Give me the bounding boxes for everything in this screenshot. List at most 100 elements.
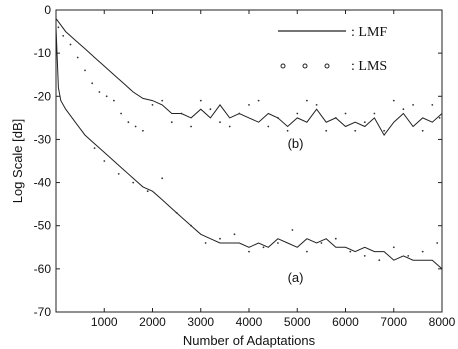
legend-lms-sample [280,63,330,69]
point-lms-a-20 [378,259,381,262]
point-lms-b-20 [219,121,221,124]
point-lms-a-22 [407,255,410,257]
point-lms-b-23 [248,104,250,106]
tick-labels: 1000 2000 3000 4000 5000 6000 7000 8000 0 -10 -20 -… [34,3,456,329]
y-axis-label: Log Scale [dB] [10,119,25,204]
annotation-a: (a) [288,270,304,285]
point-lms-a-23 [421,250,424,253]
point-lms-a-9 [219,237,221,240]
ticks [56,9,443,313]
point-lms-b-0 [57,26,60,29]
point-lms-b-14 [161,99,164,102]
series-lmf-b [55,18,443,137]
point-lms-a-8 [204,242,207,244]
point-lms-b-1 [62,35,65,37]
x-axis-label: Number of Adaptations [183,333,316,348]
point-lms-a-12 [262,246,265,249]
point-lms-b-24 [257,99,260,102]
point-lms-b-21 [228,125,231,128]
point-lms-b-11 [134,125,137,128]
legend-lms-label: : LMS [351,59,387,74]
point-lms-b-38 [392,99,395,102]
series-layer [55,18,443,270]
x-tick-label-7: 8000 [429,315,456,329]
point-lms-b-29 [306,99,308,102]
series-lms-b [57,26,441,132]
series-line-lmf-a [55,27,443,270]
point-lms-b-25 [267,125,270,128]
x-tick-label-5: 6000 [332,315,359,329]
point-lms-b-13 [151,104,154,106]
y-tick-label-1: -10 [34,46,52,60]
point-lms-a-1 [103,160,106,162]
point-lms-b-4 [84,69,86,72]
point-lms-a-15 [306,250,308,253]
point-lms-b-9 [120,112,122,115]
point-lms-b-32 [334,117,337,119]
point-lms-b-39 [402,108,405,111]
y-tick-label-0: 0 [44,3,51,17]
point-lms-a-16 [320,242,323,244]
y-tick-label-3: -30 [34,132,52,146]
point-lms-b-18 [199,99,202,102]
point-lms-b-10 [127,121,130,124]
point-lms-b-41 [421,129,424,132]
point-lms-b-27 [286,129,289,132]
point-lms-b-43 [438,117,441,119]
x-tick-label-4: 5000 [284,315,311,329]
legend-lms-marker-2 [324,63,330,69]
point-lms-b-19 [209,108,212,111]
point-lms-a-3 [132,181,135,184]
point-lms-b-8 [113,99,115,102]
point-lms-b-22 [238,112,241,115]
series-lms-a [93,147,439,262]
legend-lms-marker-1 [302,63,308,69]
point-lms-a-2 [117,173,120,175]
point-lms-b-33 [344,112,347,115]
point-lms-a-6 [175,211,178,214]
point-lms-b-37 [383,129,385,132]
point-lms-b-2 [69,43,72,46]
point-lms-b-3 [76,56,79,59]
x-tick-label-2: 3000 [187,315,214,329]
series-lmf-a [55,27,443,270]
point-lms-b-12 [142,129,144,132]
point-lms-b-28 [296,112,299,115]
y-tick-label-2: -20 [34,89,52,103]
point-lms-b-7 [105,95,108,98]
point-lms-b-31 [325,129,328,132]
point-lms-a-14 [291,229,294,231]
point-lms-a-10 [233,233,236,236]
point-lms-b-16 [180,112,183,115]
point-lms-a-13 [277,242,279,244]
point-lms-b-35 [363,121,366,124]
point-lms-a-24 [436,242,439,244]
point-lms-a-18 [349,250,352,253]
legend-lms-marker-0 [280,63,286,69]
point-lms-b-40 [412,104,414,106]
point-lms-a-4 [146,190,149,193]
point-lms-a-21 [392,246,395,249]
y-tick-label-6: -60 [34,262,52,276]
point-lms-b-26 [277,117,279,119]
legend-lmf-label: : LMF [351,25,387,40]
y-tick-label-5: -50 [34,219,52,233]
point-lms-b-6 [98,91,101,93]
point-lms-a-7 [190,224,193,227]
y-tick-label-4: -40 [34,176,52,190]
point-lms-a-19 [363,255,366,257]
point-lms-a-11 [248,250,250,253]
point-lms-b-36 [373,112,376,115]
point-lms-a-17 [334,237,337,240]
point-lms-b-15 [170,121,173,124]
y-tick-label-7: -70 [34,305,52,319]
x-tick-label-6: 7000 [380,315,407,329]
annotation-b: (b) [288,136,304,151]
point-lms-b-34 [354,129,357,132]
point-lms-b-17 [190,125,193,128]
legend: : LMF : LMS [278,25,387,74]
point-lms-b-42 [431,104,434,106]
series-line-lmf-b [55,18,443,137]
point-lms-b-30 [315,104,318,106]
